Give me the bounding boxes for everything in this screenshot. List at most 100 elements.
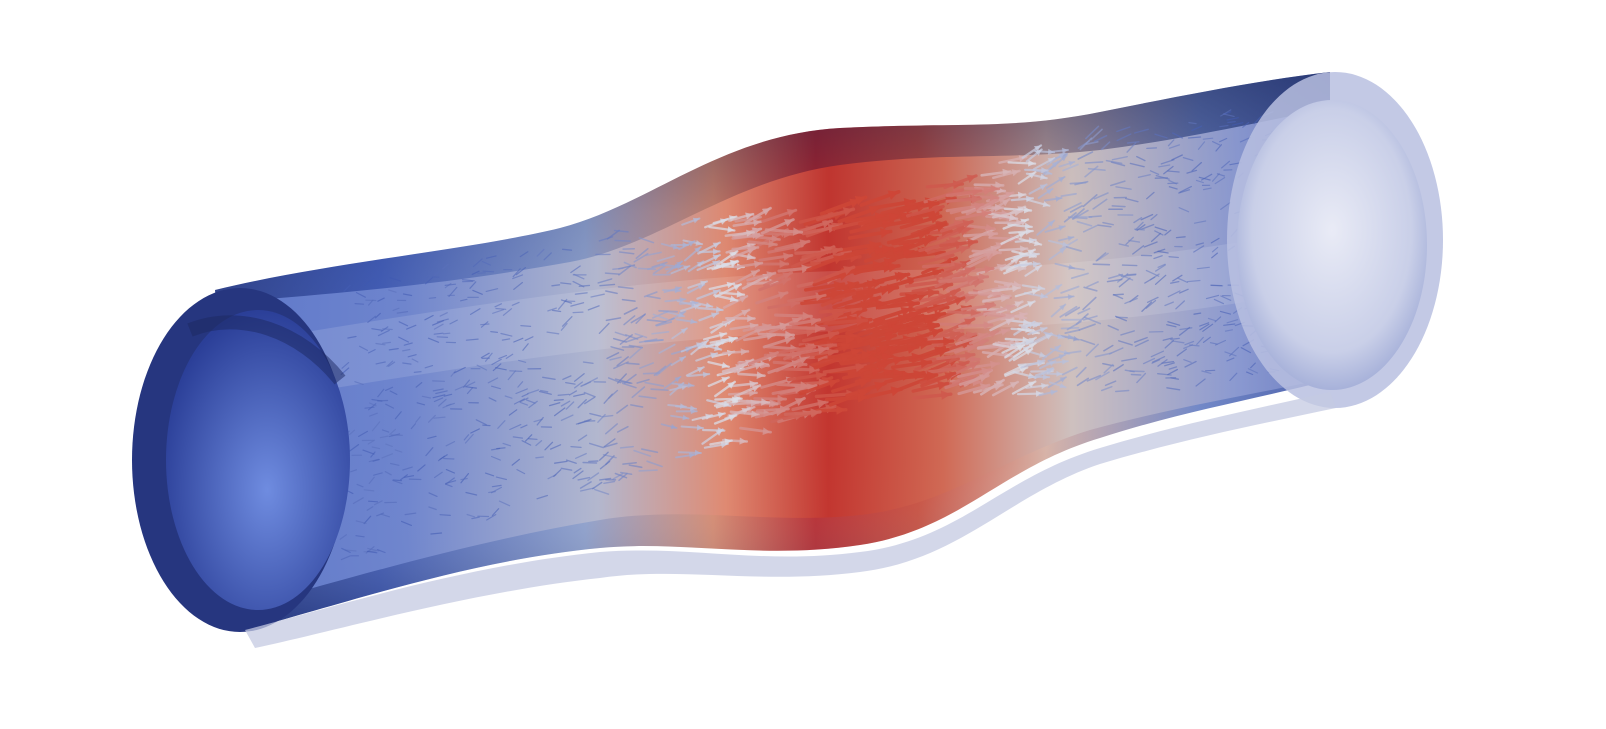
velocity-arrow: [1079, 137, 1093, 151]
velocity-arrowhead: [913, 370, 924, 380]
velocity-arrowhead: [1053, 345, 1061, 352]
velocity-arrowhead: [958, 245, 969, 254]
velocity-arrowhead: [861, 350, 872, 361]
velocity-arrowhead: [741, 309, 750, 317]
velocity-arrow: [519, 251, 529, 258]
velocity-arrow: [1140, 223, 1155, 231]
velocity-arrow: [518, 359, 527, 363]
velocity-arrow: [504, 395, 513, 399]
velocity-arrow: [449, 319, 458, 325]
velocity-arrowhead: [1073, 336, 1080, 342]
velocity-arrow: [386, 360, 394, 367]
velocity-arrow: [599, 460, 611, 470]
velocity-arrow: [1162, 337, 1173, 341]
velocity-arrow: [1075, 366, 1087, 378]
velocity-arrow: [1175, 300, 1185, 310]
velocity-arrow: [517, 381, 524, 388]
velocity-arrow: [1226, 319, 1239, 324]
velocity-arrow: [501, 338, 511, 341]
velocity-arrow: [535, 440, 543, 447]
velocity-arrow: [560, 400, 571, 407]
velocity-arrow: [477, 272, 486, 274]
velocity-arrow: [355, 535, 365, 538]
velocity-arrow: [1154, 274, 1167, 285]
velocity-arrow: [1171, 340, 1185, 344]
velocity-arrow: [373, 500, 383, 506]
velocity-arrow: [385, 386, 394, 391]
velocity-arrow: [562, 375, 572, 381]
velocity-arrow: [367, 439, 376, 445]
velocity-arrow: [652, 313, 669, 321]
velocity-arrowhead: [682, 242, 689, 248]
velocity-arrow: [1133, 216, 1143, 224]
velocity-arrow: [380, 326, 389, 332]
velocity-arrow: [1063, 202, 1082, 212]
velocity-arrow: [1064, 306, 1081, 317]
velocity-arrow: [620, 471, 633, 475]
velocity-arrow: [1153, 255, 1163, 260]
velocity-arrow: [605, 423, 618, 435]
velocity-arrow: [1118, 277, 1131, 288]
velocity-arrow: [1149, 170, 1160, 176]
velocity-arrow: [402, 348, 411, 352]
velocity-arrow: [1167, 170, 1180, 173]
velocity-arrowhead: [739, 296, 747, 303]
velocity-arrow: [1229, 372, 1238, 382]
velocity-arrow: [606, 352, 620, 360]
velocity-arrowhead: [679, 297, 686, 303]
velocity-arrowhead: [736, 290, 744, 298]
velocity-arrowhead: [710, 312, 719, 319]
velocity-arrow: [638, 395, 657, 400]
velocity-arrow: [1245, 371, 1254, 376]
velocity-arrow: [1134, 339, 1149, 347]
velocity-arrow: [535, 456, 544, 459]
velocity-arrow: [542, 376, 556, 380]
velocity-arrowhead: [810, 408, 820, 418]
velocity-arrow: [1214, 316, 1222, 323]
velocity-arrowhead: [1027, 249, 1035, 256]
velocity-arrow: [1211, 173, 1220, 182]
velocity-arrow: [1093, 192, 1109, 200]
velocity-arrow: [1171, 154, 1183, 161]
velocity-arrow: [1066, 320, 1082, 331]
velocity-arrowhead: [800, 381, 810, 390]
velocity-arrow: [1170, 337, 1180, 341]
velocity-arrow: [471, 270, 480, 275]
velocity-arrow: [389, 277, 402, 282]
velocity-arrow: [512, 436, 524, 439]
velocity-arrow: [1064, 329, 1081, 335]
velocity-arrowhead: [1017, 191, 1026, 199]
velocity-arrow: [557, 393, 570, 396]
velocity-arrowhead: [891, 324, 903, 334]
velocity-arrowhead: [746, 229, 754, 237]
velocity-arrowhead: [964, 351, 974, 360]
velocity-arrow: [428, 506, 437, 511]
velocity-arrow: [488, 397, 497, 402]
velocity-arrowhead: [970, 308, 980, 318]
velocity-arrowhead: [874, 381, 886, 392]
velocity-arrowhead: [785, 330, 794, 339]
velocity-arrowhead: [726, 281, 734, 289]
velocity-arrow: [1137, 173, 1151, 179]
velocity-arrow: [381, 429, 390, 433]
velocity-arrow: [574, 292, 588, 295]
velocity-arrowhead: [695, 240, 703, 246]
velocity-arrow: [1077, 151, 1094, 160]
velocity-arrow: [560, 414, 574, 422]
velocity-arrow: [1068, 266, 1085, 271]
velocity-arrow: [1130, 373, 1142, 376]
velocity-arrowhead: [700, 280, 707, 287]
velocity-arrowhead: [855, 362, 866, 372]
velocity-arrow: [343, 284, 351, 292]
velocity-arrowhead: [791, 317, 801, 326]
velocity-arrowhead: [871, 367, 882, 377]
velocity-arrowhead: [1057, 333, 1064, 340]
velocity-arrow: [520, 424, 528, 429]
velocity-arrowhead: [858, 378, 870, 388]
velocity-arrow: [543, 252, 552, 261]
velocity-arrow: [444, 283, 457, 286]
velocity-arrowhead: [727, 226, 735, 233]
velocity-arrow: [363, 489, 375, 492]
velocity-arrow: [368, 500, 378, 503]
